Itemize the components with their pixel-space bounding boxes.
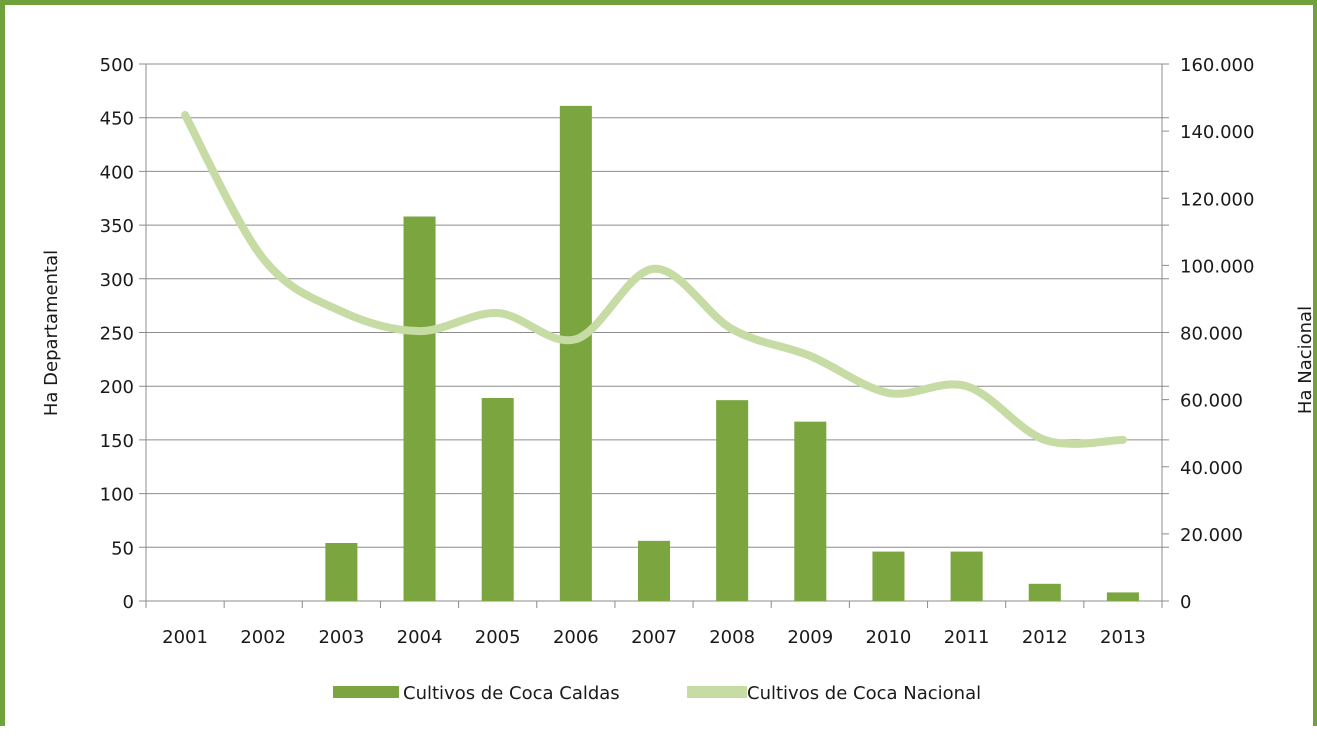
line-path	[181, 111, 1127, 448]
legend-swatch-bars	[333, 686, 399, 698]
x-axis-ticks: 2001 2002 2003 2004 2005 2006 2007 2008 2009 2010…	[162, 627, 1146, 648]
line-series	[181, 111, 1127, 448]
x-tick-label: 2013	[1100, 627, 1146, 648]
y-tick-label: 450	[100, 109, 134, 130]
y-tick-label: 200	[100, 377, 134, 398]
legend: Cultivos de Coca Caldas Cultivos de Coca…	[333, 683, 981, 704]
y2-tick-label: 120.000	[1180, 189, 1254, 210]
right-axis-ticks: 0 20.000 40.000 60.000 80.000 100.000 120.000 1…	[1162, 55, 1254, 613]
bar	[794, 421, 827, 601]
x-tick-label: 2009	[787, 627, 833, 648]
y-tick-label: 500	[100, 55, 134, 76]
y2-tick-label: 160.000	[1180, 55, 1254, 76]
bar	[637, 540, 671, 601]
bar	[559, 105, 592, 602]
x-tick-label: 2006	[553, 627, 599, 648]
y-tick-label: 100	[100, 485, 134, 506]
gridlines	[139, 63, 1169, 602]
y-tick-label: 250	[100, 324, 134, 345]
y-tick-label: 0	[123, 592, 134, 613]
combo-chart: 0 50 100 150 200 250 300 350 400 450 500 0 20.000 40…	[41, 55, 1316, 704]
x-tick-label: 2007	[631, 627, 677, 648]
x-tick-label: 2010	[866, 627, 912, 648]
y-tick-label: 350	[100, 216, 134, 237]
legend-label-bars: Cultivos de Coca Caldas	[403, 683, 620, 704]
y2-tick-label: 20.000	[1180, 525, 1243, 546]
y-tick-label: 50	[111, 538, 134, 559]
x-tick-label: 2004	[397, 627, 443, 648]
bar-series	[325, 105, 1139, 602]
y2-tick-label: 60.000	[1180, 391, 1243, 412]
y2-tick-label: 0	[1180, 592, 1191, 613]
x-tick-label: 2012	[1022, 627, 1068, 648]
bar	[950, 551, 983, 601]
legend-label-line: Cultivos de Coca Nacional	[747, 683, 981, 704]
x-tick-label: 2003	[318, 627, 364, 648]
x-tick-label: 2011	[944, 627, 990, 648]
x-tick-label: 2005	[475, 627, 521, 648]
x-tick-label: 2001	[162, 627, 208, 648]
bar	[1028, 583, 1061, 601]
bar	[1106, 592, 1139, 601]
legend-swatch-line	[687, 686, 747, 698]
y2-tick-label: 80.000	[1180, 324, 1243, 345]
left-axis-ticks: 0 50 100 150 200 250 300 350 400 450 500	[100, 55, 134, 613]
bar	[481, 398, 514, 601]
y-tick-label: 400	[100, 162, 134, 183]
y2-tick-label: 40.000	[1180, 458, 1243, 479]
y-tick-label: 150	[100, 431, 134, 452]
y2-tick-label: 140.000	[1180, 122, 1254, 143]
bar	[403, 216, 436, 601]
bar	[716, 400, 749, 601]
axes	[145, 64, 1163, 608]
bar	[325, 543, 358, 601]
x-tick-label: 2002	[240, 627, 286, 648]
y-axis-label: Ha Departamental	[41, 250, 62, 416]
x-tick-label: 2008	[709, 627, 755, 648]
y-tick-label: 300	[100, 270, 134, 291]
y2-tick-label: 100.000	[1180, 256, 1254, 277]
bar	[872, 551, 905, 601]
y2-axis-label: Ha Nacional	[1295, 306, 1313, 414]
